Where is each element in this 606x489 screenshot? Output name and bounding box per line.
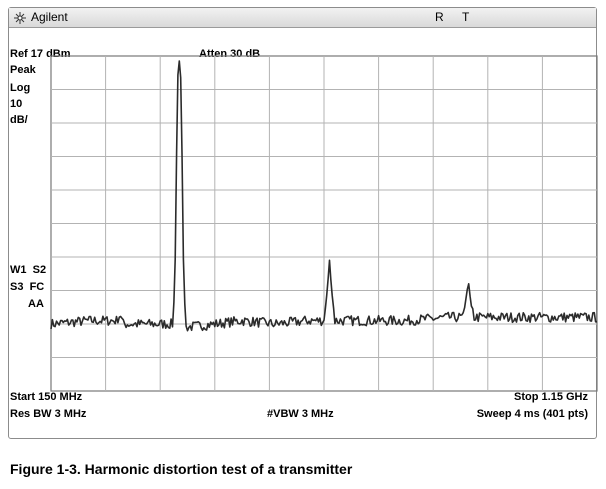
trace-layer xyxy=(50,60,598,332)
figure-caption: Figure 1-3. Harmonic distortion test of … xyxy=(10,461,353,477)
status-indicator-r: R xyxy=(435,10,444,24)
vbw-label: #VBW 3 MHz xyxy=(267,408,334,420)
trigger-label-1: W1 S2 xyxy=(10,264,47,276)
brand-name: Agilent xyxy=(31,10,68,24)
attenuation-label: Atten 30 dB xyxy=(199,48,261,60)
agilent-logo-icon xyxy=(14,12,26,24)
trigger-label-3: AA xyxy=(28,298,44,310)
detector-label: Peak xyxy=(10,64,36,76)
scale-unit-label: dB/ xyxy=(10,114,28,126)
trace-display xyxy=(50,55,598,392)
start-frequency-label: Start 150 MHz xyxy=(10,391,83,403)
scale-type-label: Log xyxy=(10,82,31,94)
stop-frequency-label: Stop 1.15 GHz xyxy=(514,391,588,403)
trace-line xyxy=(50,60,598,332)
ref-level-label: Ref 17 dBm xyxy=(10,48,71,60)
res-bw-label: Res BW 3 MHz xyxy=(10,408,87,420)
title-bar: Agilent R T xyxy=(9,8,596,28)
graticule xyxy=(50,55,598,392)
status-indicator-t: T xyxy=(462,10,470,24)
spectrum-analyzer-display: Agilent R T Ref 17 dBm Atten 30 dB Peak … xyxy=(8,7,598,439)
sweep-label: Sweep 4 ms (401 pts) xyxy=(476,408,588,420)
trigger-label-2: S3 FC xyxy=(10,281,45,293)
scale-value-label: 10 xyxy=(10,98,23,110)
